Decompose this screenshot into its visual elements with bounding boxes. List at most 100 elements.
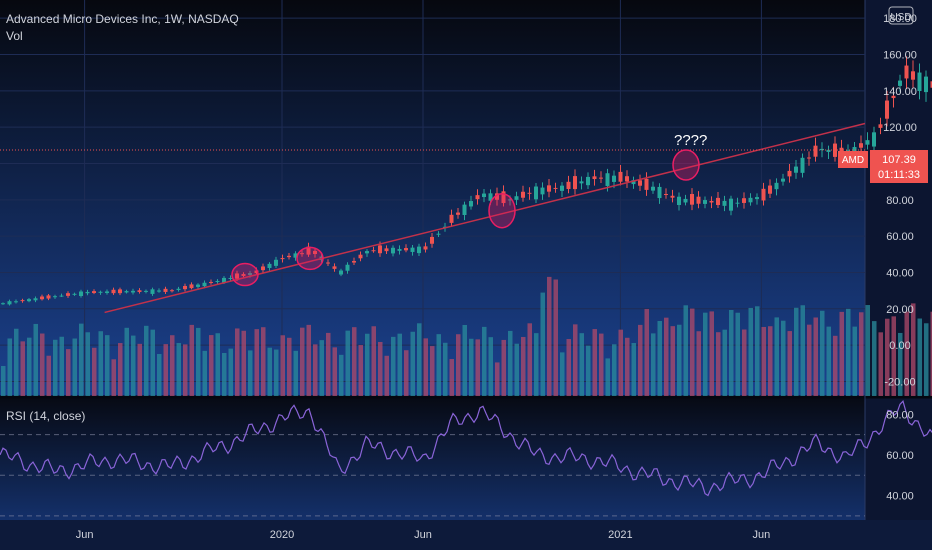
candle-body: [456, 212, 460, 215]
touch-circles: [231, 149, 700, 287]
candle-body: [222, 277, 226, 283]
volume-bar: [826, 326, 831, 396]
volume-bar: [547, 276, 552, 396]
volume-bar: [14, 328, 19, 396]
candle-body: [761, 188, 766, 201]
rsi-tick-label: 80.00: [886, 409, 914, 421]
price-tick-label: 20.00: [886, 304, 914, 316]
volume-bar: [872, 321, 877, 396]
candle-body: [696, 196, 701, 204]
volume-bar: [560, 352, 565, 396]
candle-body: [306, 246, 311, 255]
time-tick-label: 2020: [270, 529, 294, 541]
candle-body: [813, 145, 818, 157]
candle-body: [111, 289, 116, 294]
volume-bar: [475, 339, 480, 396]
volume-bar: [131, 335, 136, 396]
volume-bar: [495, 362, 500, 396]
currency-button[interactable]: USD: [888, 6, 914, 25]
volume-bar: [748, 307, 753, 396]
candle-body: [280, 258, 285, 260]
candle-body: [703, 200, 707, 204]
volume-bar: [254, 329, 259, 396]
candle-body: [157, 290, 161, 292]
volume-bar: [170, 335, 175, 396]
volume-bar: [586, 345, 591, 396]
volume-bar: [644, 309, 649, 396]
volume-bar: [898, 332, 903, 396]
volume-bar: [833, 335, 838, 396]
candle-body: [378, 245, 382, 254]
candle-body: [540, 187, 545, 195]
price-axis-background: [865, 0, 932, 550]
volume-bar: [20, 341, 25, 396]
price-tag: 107.39 01:11:33: [870, 150, 928, 183]
volume-bar: [118, 343, 123, 396]
volume-bar: [800, 305, 805, 396]
candle-body: [787, 170, 792, 177]
volume-bar: [488, 337, 493, 396]
candle-body: [98, 291, 103, 293]
candle-body: [20, 300, 25, 302]
volume-bar: [508, 330, 513, 396]
candle-body: [66, 293, 70, 296]
candle-body: [384, 248, 389, 252]
svg-text:AMD: AMD: [842, 155, 864, 166]
volume-bar: [319, 340, 324, 396]
candle-body: [612, 175, 616, 182]
candle-body: [488, 193, 493, 201]
candle-body: [677, 196, 681, 205]
volume-bar: [664, 317, 669, 396]
touch-circle: [231, 262, 259, 287]
candle-body: [638, 180, 642, 186]
volume-bar: [527, 323, 532, 396]
candle-body: [33, 298, 38, 301]
price-tick-label: 160.00: [883, 49, 917, 61]
candle-body: [241, 274, 246, 276]
candle-body: [755, 197, 759, 200]
volume-bar: [40, 333, 45, 396]
volume-bar: [53, 339, 58, 396]
candle-body: [742, 198, 746, 203]
candle-body: [274, 259, 278, 266]
price-tick-label: 120.00: [883, 122, 917, 134]
volume-bar: [215, 333, 220, 396]
volume-bar: [709, 311, 714, 396]
candle-body: [176, 288, 181, 290]
candle-body: [527, 192, 532, 194]
volume-bar: [651, 333, 656, 396]
candle-body: [1, 303, 5, 305]
volume-bar: [761, 326, 766, 396]
volume-bar: [66, 349, 71, 396]
candle-body: [547, 185, 551, 192]
candle-body: [917, 72, 922, 92]
volume-bar: [202, 350, 207, 396]
volume-bar: [618, 329, 623, 396]
volume-bar: [540, 292, 545, 396]
volume-bar: [248, 350, 253, 396]
candle-body: [436, 233, 441, 235]
volume-bar: [722, 329, 727, 396]
volume-bar: [397, 333, 402, 396]
volume-bar: [670, 326, 675, 396]
candle-body: [924, 76, 928, 93]
volume-bar: [514, 343, 519, 396]
candle-body: [475, 195, 480, 200]
volume-bar: [787, 331, 792, 396]
volume-bar: [410, 331, 415, 396]
volume-bar: [716, 332, 721, 396]
volume-bar: [7, 338, 12, 396]
candle-body: [235, 273, 239, 279]
candle-body: [53, 296, 57, 298]
candle-body: [300, 253, 304, 255]
volume-bar: [573, 324, 578, 396]
volume-bar: [768, 326, 773, 396]
volume-bar: [209, 335, 214, 396]
rsi-axis-ticks: 80.00 60.00 40.00: [886, 409, 914, 502]
candle-body: [872, 132, 876, 147]
volume-bar: [807, 324, 812, 396]
volume-bar: [813, 317, 818, 396]
trendline[interactable]: [104, 122, 866, 314]
candle-body: [553, 187, 558, 189]
